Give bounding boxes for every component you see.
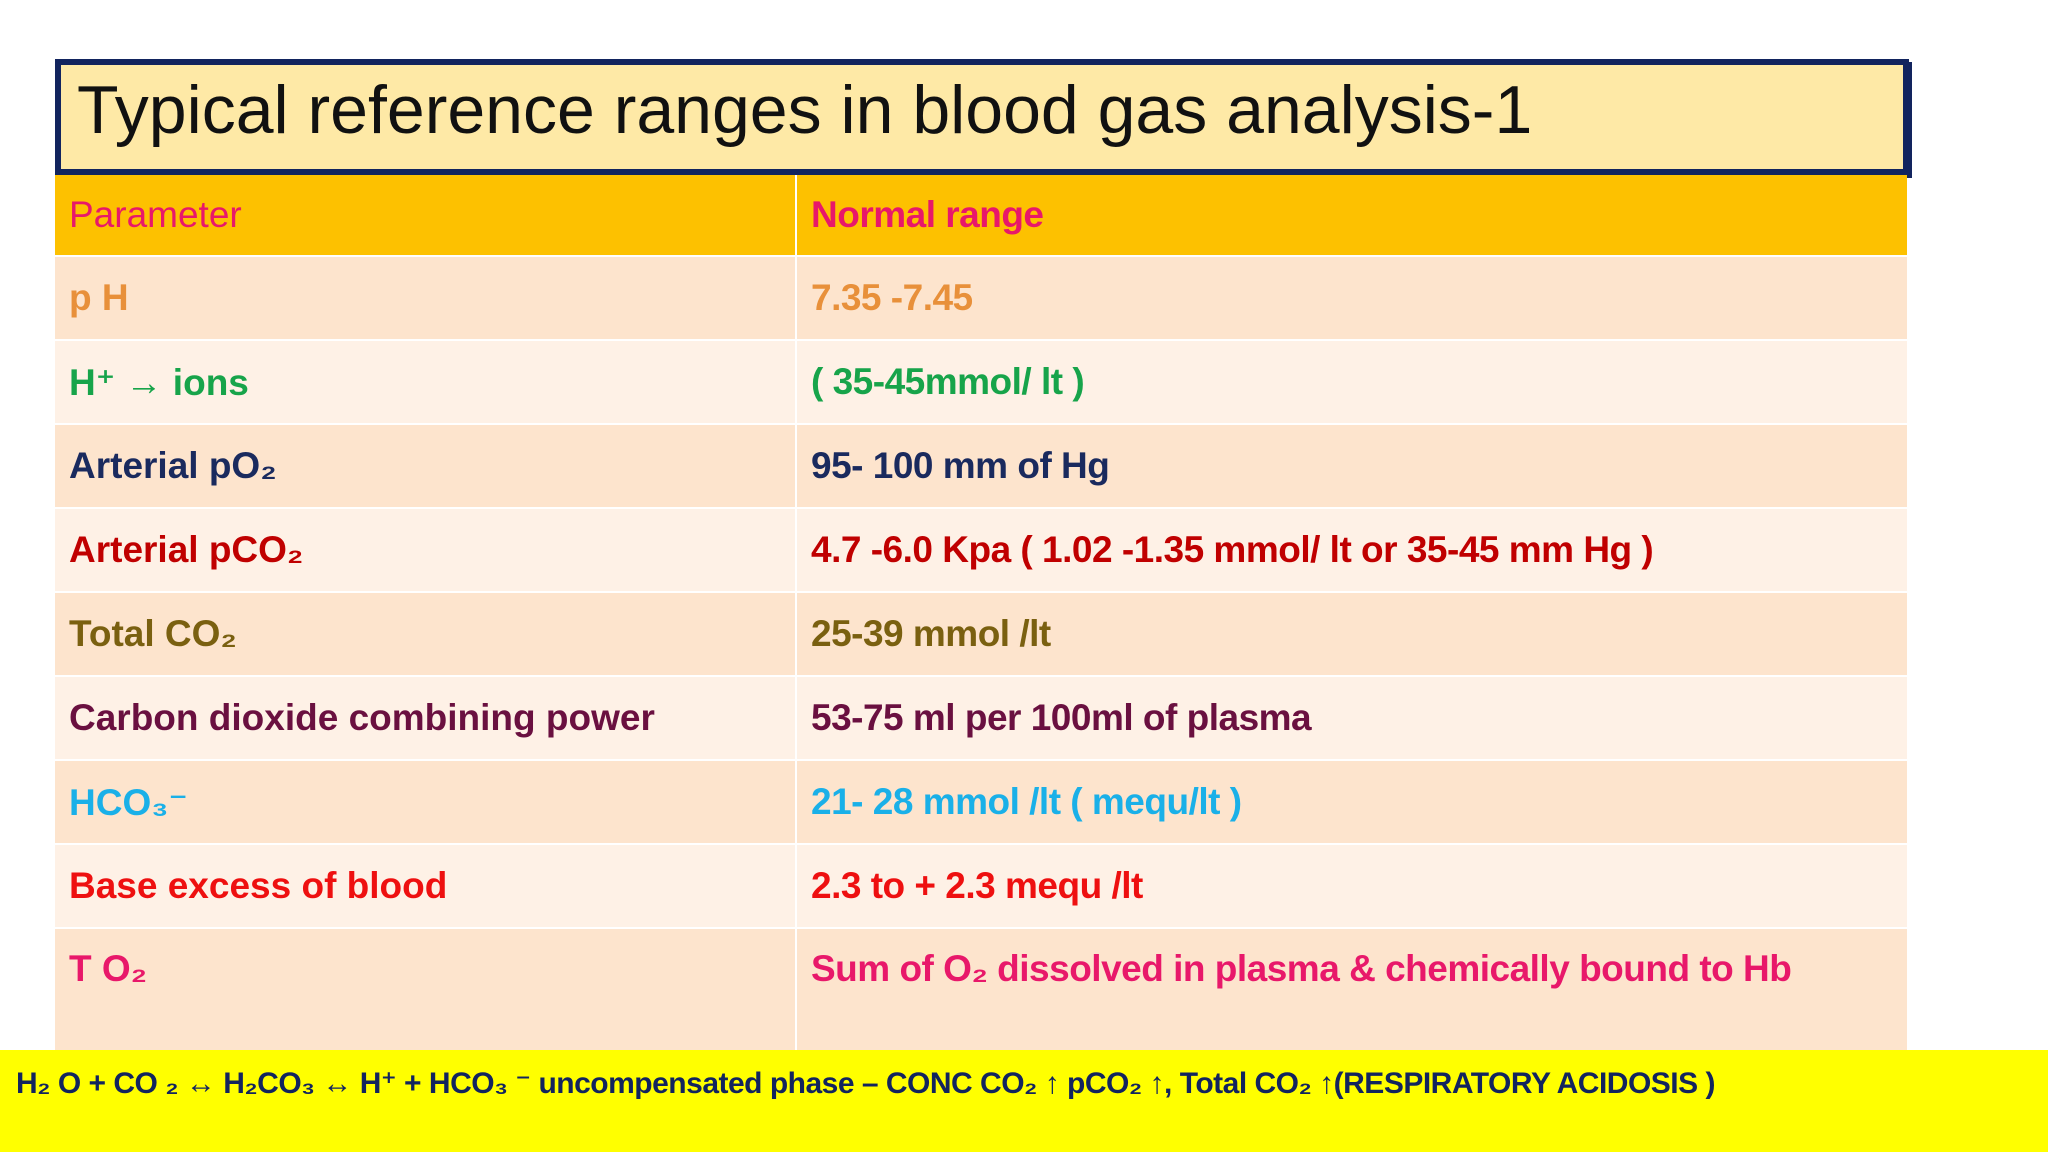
- parameter-cell: Total CO₂: [55, 593, 797, 675]
- table-row: p H 7.35 -7.45: [55, 257, 1907, 341]
- parameter-cell: H⁺ → ions: [55, 341, 797, 423]
- parameter-cell: Base excess of blood: [55, 845, 797, 927]
- header-cell: Parameter: [55, 175, 797, 255]
- parameter-cell: T O₂: [55, 929, 797, 1077]
- range-cell: ( 35-45mmol/ lt ): [811, 361, 1085, 402]
- range-cell: 2.3 to + 2.3 mequ /lt: [811, 865, 1143, 906]
- range-cell: 21- 28 mmol /lt ( mequ/lt ): [811, 781, 1242, 822]
- table-row: Arterial pCO₂ 4.7 -6.0 Kpa ( 1.02 -1.35 m…: [55, 509, 1907, 593]
- range-cell: 7.35 -7.45: [811, 277, 973, 318]
- range-cell: 25-39 mmol /lt: [811, 613, 1051, 654]
- header-cell: Normal range: [811, 194, 1044, 235]
- table-row: HCO₃⁻ 21- 28 mmol /lt ( mequ/lt ): [55, 761, 1907, 845]
- table-row: H⁺ → ions ( 35-45mmol/ lt ): [55, 341, 1907, 425]
- parameter-cell: Arterial pCO₂: [55, 509, 797, 591]
- parameter-cell: p H: [55, 257, 797, 339]
- range-cell: 53-75 ml per 100ml of plasma: [811, 697, 1312, 738]
- parameter-cell: Arterial pO₂: [55, 425, 797, 507]
- equation-text: H₂ O + CO ₂ ↔ H₂CO₃ ↔ H⁺ + HCO₃ ⁻ uncomp…: [16, 1067, 1715, 1100]
- range-cell: 95- 100 mm of Hg: [811, 445, 1110, 486]
- range-cell: Sum of O₂ dissolved in plasma & chemical…: [811, 948, 1792, 989]
- table-row: Arterial pO₂ 95- 100 mm of Hg: [55, 425, 1907, 509]
- parameter-cell: HCO₃⁻: [55, 761, 797, 843]
- table-row: Base excess of blood 2.3 to + 2.3 mequ /l…: [55, 845, 1907, 929]
- equation-banner: H₂ O + CO ₂ ↔ H₂CO₃ ↔ H⁺ + HCO₃ ⁻ uncomp…: [0, 1050, 2048, 1152]
- header-row: Parameter Normal range: [55, 175, 1907, 257]
- reference-table: Parameter Normal range p H 7.35 -7.45 H⁺ →…: [55, 175, 1907, 1079]
- table-row: Total CO₂ 25-39 mmol /lt: [55, 593, 1907, 677]
- parameter-cell: Carbon dioxide combining power: [55, 677, 797, 759]
- range-cell: 4.7 -6.0 Kpa ( 1.02 -1.35 mmol/ lt or 35…: [811, 529, 1654, 570]
- table-row: Carbon dioxide combining power 53-75 ml p…: [55, 677, 1907, 761]
- title-box: Typical reference ranges in blood gas an…: [55, 59, 1909, 175]
- slide-title: Typical reference ranges in blood gas an…: [77, 72, 1533, 148]
